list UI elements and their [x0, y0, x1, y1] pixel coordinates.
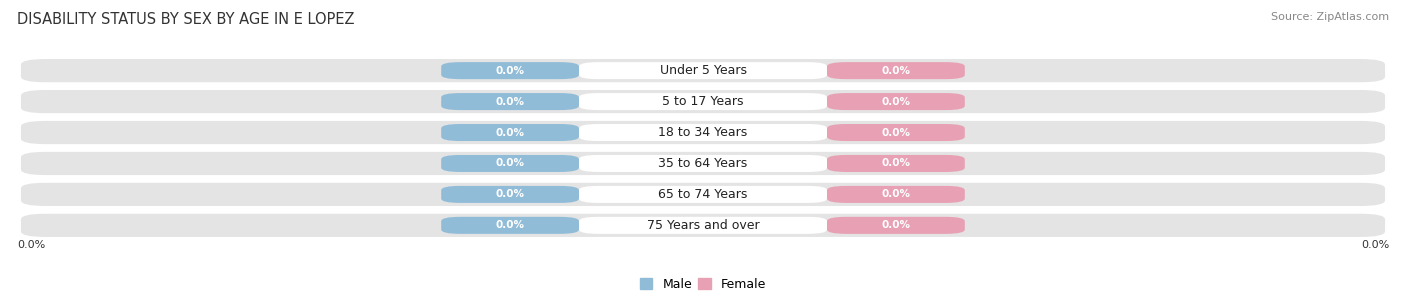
- Text: 0.0%: 0.0%: [495, 189, 524, 199]
- Text: 18 to 34 Years: 18 to 34 Years: [658, 126, 748, 139]
- FancyBboxPatch shape: [827, 186, 965, 203]
- FancyBboxPatch shape: [21, 214, 1385, 237]
- FancyBboxPatch shape: [579, 186, 827, 203]
- Text: 75 Years and over: 75 Years and over: [647, 219, 759, 232]
- FancyBboxPatch shape: [441, 217, 579, 234]
- Text: 35 to 64 Years: 35 to 64 Years: [658, 157, 748, 170]
- Text: 0.0%: 0.0%: [882, 127, 911, 138]
- FancyBboxPatch shape: [441, 124, 579, 141]
- Text: 0.0%: 0.0%: [495, 159, 524, 168]
- FancyBboxPatch shape: [827, 124, 965, 141]
- FancyBboxPatch shape: [827, 93, 965, 110]
- FancyBboxPatch shape: [21, 59, 1385, 82]
- FancyBboxPatch shape: [441, 155, 579, 172]
- FancyBboxPatch shape: [441, 62, 579, 79]
- FancyBboxPatch shape: [579, 124, 827, 141]
- FancyBboxPatch shape: [579, 93, 827, 110]
- FancyBboxPatch shape: [441, 93, 579, 110]
- FancyBboxPatch shape: [21, 121, 1385, 144]
- FancyBboxPatch shape: [579, 217, 827, 234]
- Text: 0.0%: 0.0%: [495, 220, 524, 230]
- Text: 0.0%: 0.0%: [1361, 239, 1389, 249]
- FancyBboxPatch shape: [827, 217, 965, 234]
- Text: 0.0%: 0.0%: [17, 239, 45, 249]
- Text: 0.0%: 0.0%: [882, 66, 911, 76]
- FancyBboxPatch shape: [441, 186, 579, 203]
- FancyBboxPatch shape: [21, 90, 1385, 113]
- FancyBboxPatch shape: [827, 155, 965, 172]
- FancyBboxPatch shape: [21, 152, 1385, 175]
- Text: DISABILITY STATUS BY SEX BY AGE IN E LOPEZ: DISABILITY STATUS BY SEX BY AGE IN E LOP…: [17, 12, 354, 27]
- Text: Under 5 Years: Under 5 Years: [659, 64, 747, 77]
- FancyBboxPatch shape: [579, 155, 827, 172]
- Text: 0.0%: 0.0%: [882, 159, 911, 168]
- FancyBboxPatch shape: [827, 62, 965, 79]
- Text: 0.0%: 0.0%: [495, 127, 524, 138]
- Text: 0.0%: 0.0%: [495, 97, 524, 106]
- Text: 5 to 17 Years: 5 to 17 Years: [662, 95, 744, 108]
- Text: 0.0%: 0.0%: [882, 189, 911, 199]
- FancyBboxPatch shape: [579, 62, 827, 79]
- FancyBboxPatch shape: [21, 183, 1385, 206]
- Text: Source: ZipAtlas.com: Source: ZipAtlas.com: [1271, 12, 1389, 22]
- Text: 0.0%: 0.0%: [495, 66, 524, 76]
- Text: 65 to 74 Years: 65 to 74 Years: [658, 188, 748, 201]
- Text: 0.0%: 0.0%: [882, 97, 911, 106]
- Legend: Male, Female: Male, Female: [640, 278, 766, 291]
- Text: 0.0%: 0.0%: [882, 220, 911, 230]
